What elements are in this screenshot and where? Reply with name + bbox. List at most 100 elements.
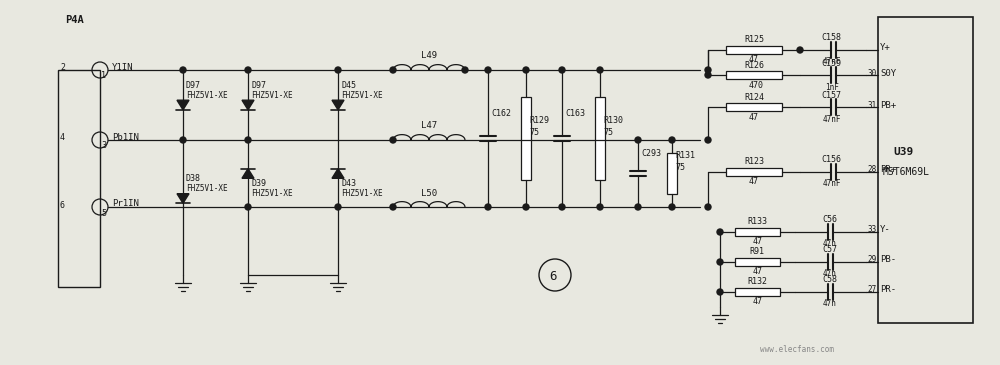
Text: 2: 2	[60, 64, 65, 73]
Text: 6: 6	[60, 200, 65, 210]
Text: 47: 47	[749, 177, 759, 187]
Text: 47n: 47n	[822, 300, 836, 308]
Circle shape	[523, 204, 529, 210]
Text: 29: 29	[867, 255, 876, 265]
Circle shape	[390, 137, 396, 143]
Text: D97: D97	[186, 81, 201, 89]
Text: PR+: PR+	[880, 165, 896, 174]
Text: 4: 4	[60, 134, 65, 142]
Text: 47: 47	[749, 55, 759, 65]
Circle shape	[523, 67, 529, 73]
Circle shape	[245, 137, 251, 143]
Text: FHZ5V1-XE: FHZ5V1-XE	[186, 184, 228, 193]
Text: D38: D38	[186, 174, 201, 183]
Bar	[735, 228, 780, 236]
Text: 47nF: 47nF	[823, 115, 842, 123]
Polygon shape	[332, 100, 344, 110]
Text: R125: R125	[744, 35, 764, 45]
Bar	[726, 103, 782, 111]
Text: Y-: Y-	[880, 226, 891, 234]
Circle shape	[705, 67, 711, 73]
Circle shape	[717, 289, 723, 295]
Text: Pb1IN: Pb1IN	[112, 132, 139, 142]
Text: 47nF: 47nF	[823, 58, 842, 66]
Circle shape	[797, 47, 803, 53]
Text: L47: L47	[421, 122, 437, 131]
Text: D45: D45	[341, 81, 356, 89]
Circle shape	[597, 67, 603, 73]
Polygon shape	[177, 194, 189, 203]
Bar	[667, 153, 677, 193]
Text: C293: C293	[641, 149, 661, 158]
Text: L49: L49	[421, 51, 437, 61]
Text: S0Y: S0Y	[880, 69, 896, 77]
Circle shape	[635, 137, 641, 143]
Circle shape	[180, 137, 186, 143]
Circle shape	[335, 67, 341, 73]
Text: C156: C156	[821, 155, 841, 165]
Text: R131: R131	[675, 151, 695, 160]
Bar	[726, 71, 782, 79]
Text: R124: R124	[744, 92, 764, 101]
Text: PR-: PR-	[880, 285, 896, 295]
Polygon shape	[242, 100, 254, 110]
Text: 47n: 47n	[822, 239, 836, 249]
Text: FHZ5V1-XE: FHZ5V1-XE	[186, 91, 228, 100]
Text: 3: 3	[101, 142, 106, 150]
Circle shape	[485, 204, 491, 210]
Text: D39: D39	[251, 179, 266, 188]
Circle shape	[245, 67, 251, 73]
Text: 47: 47	[749, 112, 759, 122]
Circle shape	[462, 67, 468, 73]
Text: 47: 47	[753, 268, 763, 277]
Circle shape	[669, 137, 675, 143]
Text: Y+: Y+	[880, 43, 891, 53]
Circle shape	[485, 67, 491, 73]
Text: 1nF: 1nF	[825, 82, 839, 92]
Circle shape	[597, 204, 603, 210]
Text: C157: C157	[821, 91, 841, 100]
Text: C163: C163	[565, 109, 585, 118]
Text: 33: 33	[867, 226, 876, 234]
Text: PB-: PB-	[880, 255, 896, 265]
Circle shape	[635, 204, 641, 210]
Text: MST6M69L: MST6M69L	[883, 167, 930, 177]
Circle shape	[705, 137, 711, 143]
Bar	[726, 46, 782, 54]
Text: 470: 470	[749, 81, 764, 89]
Bar	[726, 168, 782, 176]
Polygon shape	[332, 169, 344, 178]
Circle shape	[390, 204, 396, 210]
Circle shape	[559, 204, 565, 210]
Text: R133: R133	[748, 218, 768, 227]
Text: 1: 1	[101, 72, 106, 81]
Circle shape	[245, 204, 251, 210]
Text: 75: 75	[529, 128, 539, 137]
Text: 75: 75	[603, 128, 613, 137]
Circle shape	[335, 204, 341, 210]
Text: R129: R129	[529, 116, 549, 125]
Text: 47: 47	[753, 297, 763, 307]
Text: 47n: 47n	[822, 269, 836, 278]
Text: FHZ5V1-XE: FHZ5V1-XE	[341, 189, 383, 198]
Text: C57: C57	[822, 246, 838, 254]
Bar	[735, 288, 780, 296]
Text: R123: R123	[744, 158, 764, 166]
Text: 30: 30	[867, 69, 876, 77]
Polygon shape	[177, 100, 189, 110]
Circle shape	[180, 67, 186, 73]
Text: R126: R126	[744, 61, 764, 69]
Text: 47: 47	[753, 238, 763, 246]
Circle shape	[717, 229, 723, 235]
Text: 47nF: 47nF	[823, 180, 842, 188]
Text: 27: 27	[867, 285, 876, 295]
Text: FHZ5V1-XE: FHZ5V1-XE	[251, 91, 293, 100]
Circle shape	[669, 204, 675, 210]
Text: D43: D43	[341, 179, 356, 188]
Circle shape	[705, 72, 711, 78]
Bar	[735, 258, 780, 266]
Text: FHZ5V1-XE: FHZ5V1-XE	[251, 189, 293, 198]
Circle shape	[390, 67, 396, 73]
Bar	[521, 97, 531, 180]
Text: 75: 75	[675, 163, 685, 172]
